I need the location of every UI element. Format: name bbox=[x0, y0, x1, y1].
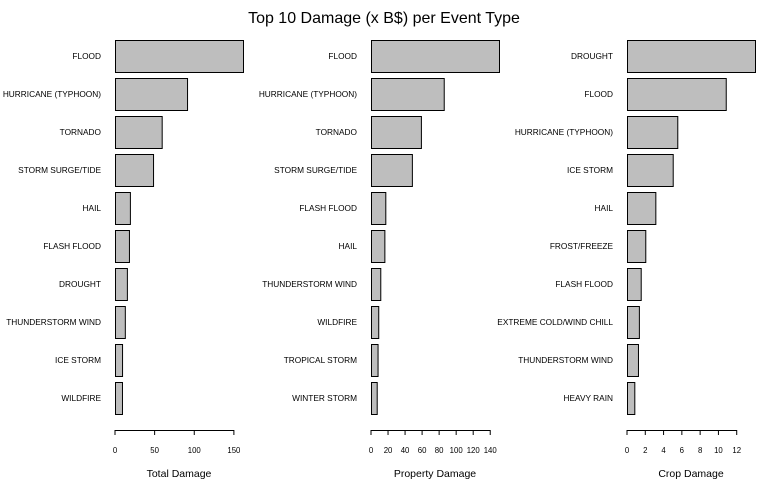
category-label: FLASH FLOOD bbox=[555, 279, 613, 289]
category-label: FLASH FLOOD bbox=[299, 203, 357, 213]
category-label: FLOOD bbox=[584, 89, 613, 99]
category-label: EXTREME COLD/WIND CHILL bbox=[497, 317, 613, 327]
bar bbox=[371, 78, 445, 111]
category-label: HURRICANE (TYPHOON) bbox=[3, 89, 101, 99]
bar bbox=[627, 192, 657, 225]
bar bbox=[627, 230, 647, 263]
bar bbox=[371, 306, 380, 339]
x-tick-label: 10 bbox=[714, 446, 723, 455]
bar bbox=[627, 382, 636, 415]
bar bbox=[627, 154, 674, 187]
bar bbox=[627, 268, 642, 301]
category-label: TROPICAL STORM bbox=[284, 355, 357, 365]
x-tick-label: 8 bbox=[698, 446, 702, 455]
x-tick-label: 100 bbox=[450, 446, 464, 455]
bar bbox=[115, 40, 244, 73]
x-tick-label: 150 bbox=[227, 446, 241, 455]
bar bbox=[627, 344, 639, 377]
x-tick-label: 6 bbox=[680, 446, 684, 455]
category-label: STORM SURGE/TIDE bbox=[18, 165, 101, 175]
bar bbox=[115, 116, 163, 149]
category-label: THUNDERSTORM WIND bbox=[518, 355, 613, 365]
bar bbox=[371, 268, 382, 301]
bar bbox=[627, 306, 640, 339]
x-tick-label: 0 bbox=[625, 446, 630, 455]
x-axis-title: Property Damage bbox=[394, 468, 476, 480]
bar bbox=[115, 382, 123, 415]
x-tick-label: 20 bbox=[384, 446, 393, 455]
category-label: FROST/FREEZE bbox=[550, 241, 614, 251]
x-axis-title: Crop Damage bbox=[658, 468, 724, 480]
category-label: TORNADO bbox=[316, 127, 358, 137]
category-label: HEAVY RAIN bbox=[564, 393, 614, 403]
bar bbox=[371, 382, 378, 415]
category-label: HAIL bbox=[83, 203, 102, 213]
x-tick-label: 100 bbox=[188, 446, 202, 455]
bar bbox=[371, 344, 379, 377]
category-label: HAIL bbox=[595, 203, 614, 213]
x-tick-label: 0 bbox=[113, 446, 118, 455]
bar bbox=[115, 78, 189, 111]
category-label: ICE STORM bbox=[55, 355, 101, 365]
x-tick-label: 80 bbox=[435, 446, 444, 455]
chart-title: Top 10 Damage (x B$) per Event Type bbox=[248, 10, 520, 27]
bar bbox=[115, 344, 124, 377]
x-tick-label: 0 bbox=[369, 446, 374, 455]
x-tick-label: 40 bbox=[401, 446, 410, 455]
bar bbox=[115, 192, 131, 225]
category-label: FLASH FLOOD bbox=[43, 241, 101, 251]
category-label: WILDFIRE bbox=[61, 393, 101, 403]
category-label: WILDFIRE bbox=[317, 317, 357, 327]
category-label: HURRICANE (TYPHOON) bbox=[259, 89, 357, 99]
bar bbox=[371, 192, 387, 225]
category-label: FLOOD bbox=[72, 51, 101, 61]
total-damage-panel: FLOOD HURRICANE (TYPHOON) TORNADO STORM SUR… bbox=[3, 40, 244, 480]
x-tick-label: 140 bbox=[484, 446, 498, 455]
bar bbox=[115, 154, 155, 187]
x-tick-label: 12 bbox=[732, 446, 741, 455]
bar bbox=[371, 230, 386, 263]
category-label: THUNDERSTORM WIND bbox=[262, 279, 357, 289]
bar bbox=[115, 306, 126, 339]
bar bbox=[115, 268, 128, 301]
category-label: ICE STORM bbox=[567, 165, 613, 175]
bar bbox=[627, 78, 727, 111]
property-damage-panel: FLOOD HURRICANE (TYPHOON) TORNADO STORM SUR… bbox=[259, 40, 500, 480]
category-label: TORNADO bbox=[60, 127, 102, 137]
bar bbox=[627, 116, 679, 149]
bar bbox=[627, 40, 756, 73]
category-label: HAIL bbox=[339, 241, 358, 251]
x-axis-title: Total Damage bbox=[147, 468, 212, 480]
crop-damage-panel: DROUGHT FLOOD HURRICANE (TYPHOON) ICE STORM… bbox=[497, 40, 756, 480]
x-tick-label: 4 bbox=[661, 446, 666, 455]
category-label: WINTER STORM bbox=[292, 393, 357, 403]
category-label: STORM SURGE/TIDE bbox=[274, 165, 357, 175]
bar bbox=[371, 154, 413, 187]
x-tick-label: 2 bbox=[643, 446, 647, 455]
category-label: THUNDERSTORM WIND bbox=[6, 317, 101, 327]
x-tick-label: 60 bbox=[418, 446, 427, 455]
bar bbox=[371, 40, 500, 73]
x-tick-label: 50 bbox=[150, 446, 159, 455]
bar bbox=[371, 116, 422, 149]
x-tick-label: 120 bbox=[467, 446, 481, 455]
category-label: FLOOD bbox=[328, 51, 357, 61]
category-label: DROUGHT bbox=[571, 51, 613, 61]
category-label: DROUGHT bbox=[59, 279, 101, 289]
category-label: HURRICANE (TYPHOON) bbox=[515, 127, 613, 137]
bar bbox=[115, 230, 130, 263]
